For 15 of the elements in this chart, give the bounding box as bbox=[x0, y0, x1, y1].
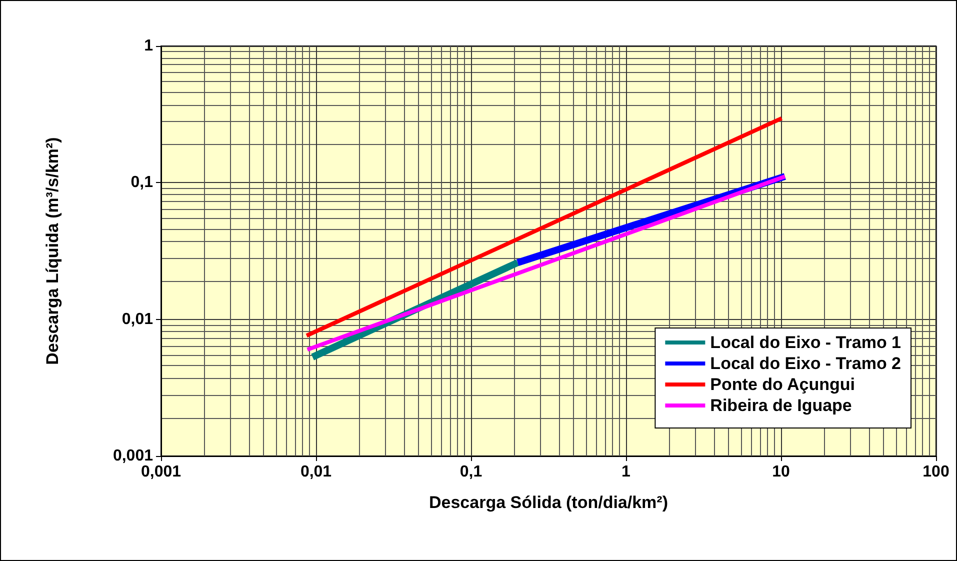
x-axis-title: Descarga Sólida (ton/dia/km²) bbox=[429, 493, 668, 512]
legend-label: Local do Eixo - Tramo 2 bbox=[710, 354, 902, 373]
legend-label: Ponte do Açungui bbox=[710, 375, 855, 394]
y-tick-label: 0,01 bbox=[122, 310, 154, 328]
x-tick-label: 10 bbox=[772, 464, 790, 480]
legend-label: Local do Eixo - Tramo 1 bbox=[710, 333, 902, 352]
y-tick-label: 0,001 bbox=[112, 448, 154, 464]
x-tick-label: 0,1 bbox=[460, 464, 482, 480]
legend-label: Ribeira de Iguape bbox=[710, 396, 852, 415]
y-tick-label: 0,1 bbox=[130, 174, 154, 192]
y-axis-title: Descarga Líquida (m³/s/km²) bbox=[43, 137, 62, 365]
y-tick-label: 1 bbox=[144, 38, 154, 54]
x-tick-label: 0,01 bbox=[300, 464, 332, 480]
x-tick-label: 100 bbox=[922, 464, 950, 480]
x-tick-label: 1 bbox=[622, 464, 631, 480]
